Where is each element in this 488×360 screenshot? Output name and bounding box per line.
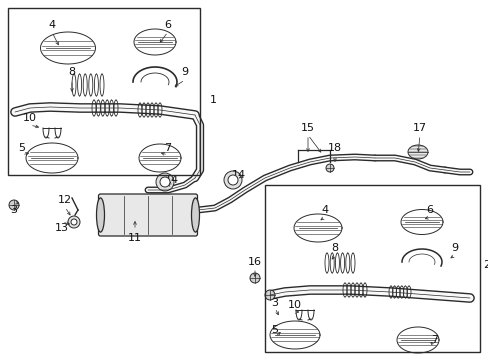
Text: 12: 12	[58, 195, 72, 205]
Circle shape	[224, 171, 242, 189]
Text: 13: 13	[55, 223, 69, 233]
Text: 4: 4	[321, 205, 328, 215]
Text: 8: 8	[331, 243, 338, 253]
Text: 6: 6	[426, 205, 433, 215]
Text: 6: 6	[164, 20, 171, 30]
Text: 10: 10	[287, 300, 302, 310]
Text: 3: 3	[271, 298, 278, 308]
Circle shape	[160, 177, 170, 187]
Text: 11: 11	[128, 233, 142, 243]
Ellipse shape	[96, 198, 104, 232]
Circle shape	[68, 216, 80, 228]
Text: 7: 7	[430, 335, 438, 345]
Text: 16: 16	[247, 257, 262, 267]
Text: 9: 9	[181, 67, 188, 77]
Circle shape	[156, 173, 174, 191]
Circle shape	[264, 290, 274, 300]
Text: 8: 8	[68, 67, 76, 77]
Text: 18: 18	[327, 143, 342, 153]
Circle shape	[249, 273, 260, 283]
Text: 9: 9	[450, 243, 458, 253]
Text: 3: 3	[10, 205, 18, 215]
Text: 14: 14	[164, 175, 179, 185]
Circle shape	[227, 175, 238, 185]
Text: 2: 2	[482, 260, 488, 270]
Text: 7: 7	[164, 143, 171, 153]
Text: 14: 14	[231, 170, 245, 180]
Text: 15: 15	[301, 123, 314, 133]
FancyBboxPatch shape	[98, 194, 197, 236]
Text: 5: 5	[19, 143, 25, 153]
Text: 17: 17	[412, 123, 426, 133]
Text: 5: 5	[271, 325, 278, 335]
Circle shape	[325, 164, 333, 172]
Text: 10: 10	[23, 113, 37, 123]
Text: 1: 1	[209, 95, 217, 105]
Circle shape	[9, 200, 19, 210]
Bar	[8, 8, 200, 175]
Circle shape	[71, 219, 77, 225]
Ellipse shape	[191, 198, 199, 232]
Bar	[264, 185, 479, 352]
Ellipse shape	[407, 145, 427, 159]
Text: 4: 4	[48, 20, 56, 30]
